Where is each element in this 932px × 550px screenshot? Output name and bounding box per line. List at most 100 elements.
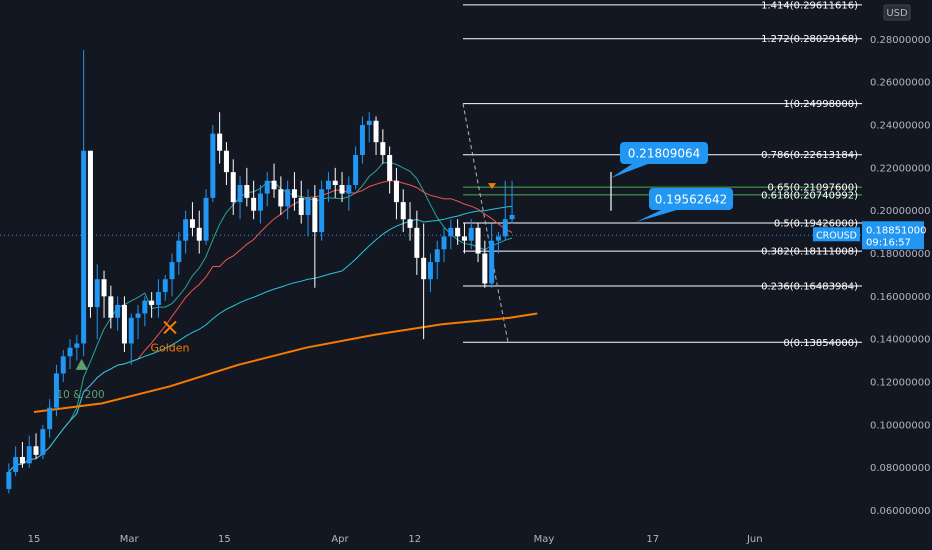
candle-body[interactable] xyxy=(332,180,338,185)
candle-body[interactable] xyxy=(251,197,257,211)
x-tick-label: Mar xyxy=(120,534,140,545)
y-tick-label: 0.22000000 xyxy=(870,163,930,174)
currency-badge[interactable] xyxy=(883,4,911,21)
candle-body[interactable] xyxy=(489,240,495,284)
candle-body[interactable] xyxy=(183,219,189,241)
candle-body[interactable] xyxy=(176,240,182,263)
fib-level-label: 0.382(0.18111008) xyxy=(761,247,858,258)
candle-body[interactable] xyxy=(414,227,420,258)
y-tick-label: 0.26000000 xyxy=(870,78,930,89)
candle-body[interactable] xyxy=(155,292,161,305)
callout-low[interactable] xyxy=(649,188,733,210)
candle-body[interactable] xyxy=(339,184,345,194)
candle-body[interactable] xyxy=(271,180,277,190)
callout-high[interactable] xyxy=(620,142,708,164)
currency-label: USD xyxy=(886,8,908,19)
candle-body[interactable] xyxy=(278,189,284,207)
candle-body[interactable] xyxy=(169,262,175,280)
ma-50-line[interactable] xyxy=(8,205,513,473)
candle-body[interactable] xyxy=(502,219,508,237)
candle-body[interactable] xyxy=(495,236,501,241)
candle-body[interactable] xyxy=(223,150,229,173)
candle-body[interactable] xyxy=(60,356,66,374)
ma-200-line[interactable] xyxy=(33,312,538,413)
golden-cross-label: Golden xyxy=(150,341,189,354)
candle-body[interactable] xyxy=(47,407,53,430)
candle-body[interactable] xyxy=(244,184,250,198)
price-badge[interactable] xyxy=(862,221,924,250)
candle-body[interactable] xyxy=(74,343,80,348)
candle-body[interactable] xyxy=(40,429,46,455)
candle-body[interactable] xyxy=(162,279,168,293)
candle-body[interactable] xyxy=(81,150,87,344)
candle-body[interactable] xyxy=(149,300,155,305)
x-tick-label: 15 xyxy=(218,534,231,545)
fib-trend-line[interactable] xyxy=(462,103,509,343)
candle-body[interactable] xyxy=(305,197,311,215)
ma-cross-triangle-icon[interactable] xyxy=(75,358,88,370)
candle-body[interactable] xyxy=(319,189,325,233)
candle-body[interactable] xyxy=(101,279,107,297)
candle-body[interactable] xyxy=(359,125,365,156)
candle-body[interactable] xyxy=(237,184,243,203)
candle-body[interactable] xyxy=(291,189,297,198)
candle-body[interactable] xyxy=(427,262,433,280)
golden-cross-icon[interactable] xyxy=(163,320,177,335)
candle-body[interactable] xyxy=(353,155,359,185)
candle-body[interactable] xyxy=(387,155,393,181)
candle-body[interactable] xyxy=(380,142,386,156)
fib-level-label: 1(0.24998000) xyxy=(783,99,858,110)
candle-body[interactable] xyxy=(325,180,331,190)
candle-body[interactable] xyxy=(298,197,304,215)
candle-body[interactable] xyxy=(108,296,114,318)
candle-body[interactable] xyxy=(33,446,39,455)
candle-body[interactable] xyxy=(264,180,270,194)
candle-body[interactable] xyxy=(373,120,379,143)
candle-body[interactable] xyxy=(26,446,32,464)
candle-body[interactable] xyxy=(19,456,25,464)
candle-body[interactable] xyxy=(189,219,195,228)
candle-body[interactable] xyxy=(475,227,481,254)
y-tick-label: 0.14000000 xyxy=(870,335,930,346)
y-tick-label: 0.28000000 xyxy=(870,35,930,46)
candle-body[interactable] xyxy=(67,347,73,357)
candle-body[interactable] xyxy=(210,133,216,198)
candle-body[interactable] xyxy=(230,172,236,203)
candle-body[interactable] xyxy=(196,227,202,241)
candle-body[interactable] xyxy=(13,456,19,472)
fib-level-label: 0.786(0.22613184) xyxy=(761,150,858,161)
candle-body[interactable] xyxy=(94,279,100,308)
candle-body[interactable] xyxy=(121,304,127,344)
candle-body[interactable] xyxy=(468,227,474,241)
candle-body[interactable] xyxy=(421,257,427,280)
fib-level-label: 0.5(0.19426000) xyxy=(774,218,858,229)
candle-body[interactable] xyxy=(434,249,440,263)
ticker-badge[interactable] xyxy=(813,227,860,242)
fib-level-label: 0.236(0.16483984) xyxy=(761,281,858,292)
candle-body[interactable] xyxy=(448,227,454,237)
candle-body[interactable] xyxy=(455,227,461,237)
candle-body[interactable] xyxy=(128,317,134,344)
candle-body[interactable] xyxy=(441,236,447,250)
candle-body[interactable] xyxy=(257,193,263,211)
candle-body[interactable] xyxy=(482,253,488,284)
candle-body[interactable] xyxy=(285,189,291,207)
candle-body[interactable] xyxy=(53,373,59,408)
candle-body[interactable] xyxy=(135,313,141,318)
candle-body[interactable] xyxy=(312,197,318,233)
candle-body[interactable] xyxy=(217,133,223,151)
y-tick-label: 0.24000000 xyxy=(870,121,930,132)
candle-body[interactable] xyxy=(366,120,372,126)
candle-body[interactable] xyxy=(400,202,406,220)
candle-body[interactable] xyxy=(6,471,12,490)
candle-body[interactable] xyxy=(87,150,93,308)
candle-body[interactable] xyxy=(115,304,121,318)
candle-body[interactable] xyxy=(461,236,467,241)
candle-body[interactable] xyxy=(203,197,209,241)
candle-body[interactable] xyxy=(346,184,352,194)
candle-body[interactable] xyxy=(407,219,413,228)
candle-body[interactable] xyxy=(509,214,515,220)
candle-body[interactable] xyxy=(393,180,399,203)
candle-body[interactable] xyxy=(142,300,148,314)
